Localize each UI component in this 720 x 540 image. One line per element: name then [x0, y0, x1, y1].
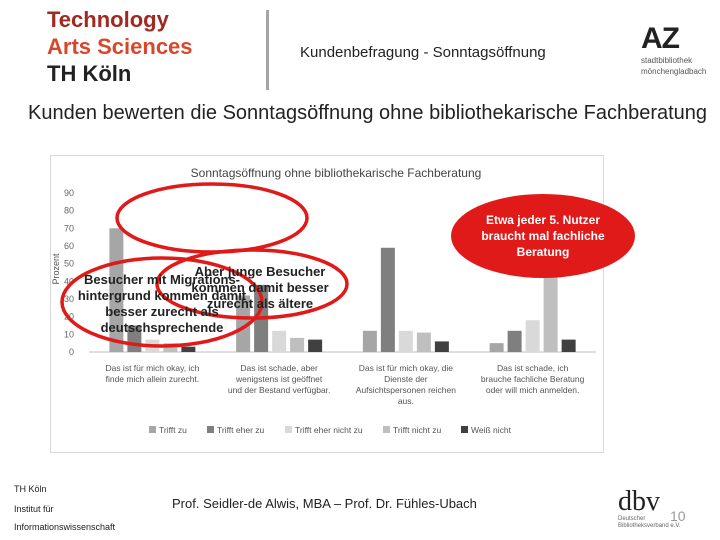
- legend-swatch: [207, 426, 214, 433]
- annotation-ellipse-2: [451, 194, 635, 278]
- bar: [561, 339, 576, 352]
- bar: [362, 330, 377, 352]
- annotation-note-3: Aber junge Besucher kommen damit besser …: [191, 264, 329, 311]
- slide-title: Kunden bewerten die Sonntagsöffnung ohne…: [28, 102, 708, 124]
- y-tick-label: 0: [69, 347, 74, 357]
- y-tick-label: 10: [64, 329, 74, 339]
- legend-label: Weiß nicht: [471, 425, 512, 435]
- bar: [416, 332, 431, 352]
- y-tick-label: 70: [64, 223, 74, 233]
- bar-chart: Sonntagsöffnung ohne bibliothekarische F…: [51, 166, 596, 435]
- page-number: 10: [670, 508, 686, 524]
- y-tick-label: 50: [64, 259, 74, 269]
- legend-label: Trifft nicht zu: [393, 425, 441, 435]
- annotation-ellipse-3: [155, 248, 349, 320]
- bar: [380, 247, 395, 352]
- legend-label: Trifft eher zu: [217, 425, 265, 435]
- legend-swatch: [383, 426, 390, 433]
- y-tick-label: 30: [64, 294, 74, 304]
- legend-swatch: [149, 426, 156, 433]
- bar: [398, 330, 413, 352]
- x-category-label: Das ist schade, ich brauche fachliche Ber…: [481, 363, 585, 395]
- annotation-note-1: 75% ➔ kein Problem ohne Fachpersonal: [137, 204, 287, 233]
- x-axis-labels: Das ist für mich okay, ich finde mich all…: [105, 363, 584, 406]
- az-logo-mark: AZ: [641, 22, 680, 55]
- y-tick-label: 80: [64, 206, 74, 216]
- th-koeln-logo: Technology Arts Sciences TH Köln: [47, 6, 193, 87]
- logo-line-technology: Technology: [47, 7, 169, 32]
- chart-title: Sonntagsöffnung ohne bibliothekarische F…: [191, 166, 482, 180]
- bar: [525, 320, 540, 352]
- footer-institute: Institut für: [14, 504, 54, 514]
- logo-line-th-koeln: TH Köln: [47, 61, 132, 86]
- logo-line-arts-sciences: Arts Sciences: [47, 34, 193, 59]
- y-axis-label: Prozent: [51, 253, 61, 285]
- y-tick-label: 90: [64, 188, 74, 198]
- bar: [272, 330, 287, 352]
- bar: [290, 337, 305, 352]
- bar: [434, 341, 449, 352]
- annotation-ellipse-4: [60, 256, 264, 348]
- bar: [236, 295, 251, 352]
- legend-label: Trifft zu: [159, 425, 187, 435]
- footer-department: Informationswissenschaft: [14, 522, 116, 532]
- bar: [109, 228, 124, 352]
- annotation-note-2: Etwa jeder 5. Nutzer braucht mal fachlic…: [481, 213, 605, 259]
- header-title: Kundenbefragung - Sonntagsöffnung: [300, 44, 546, 61]
- dbv-logo: dbv Deutscher Bibliotheksverband e.V.: [618, 488, 710, 536]
- footer-institution: TH Köln: [14, 484, 47, 494]
- bar: [181, 346, 196, 352]
- header-separator: [266, 10, 269, 90]
- dbv-logo-sub-1: Deutscher: [618, 516, 646, 522]
- bar: [507, 330, 522, 352]
- az-logo-sub-2: mönchengladbach: [641, 67, 707, 76]
- annotation-note-4: Besucher mit Migrations-hintergrund komm…: [77, 272, 247, 335]
- footer-authors: Prof. Seidler-de Alwis, MBA – Prof. Dr. …: [172, 496, 477, 511]
- dbv-logo-sub-2: Bibliotheksverband e.V.: [618, 523, 681, 529]
- y-tick-label: 40: [64, 276, 74, 286]
- legend: Trifft zu Trifft eher zu Trifft eher nicht…: [149, 425, 512, 435]
- dbv-logo-mark: dbv: [618, 486, 660, 517]
- x-category-label: Das ist für mich okay, die Dienste der Auf…: [356, 363, 456, 406]
- y-tick-label: 60: [64, 241, 74, 251]
- az-logo: AZ stadtbibliothek mönchengladbach: [641, 24, 711, 92]
- x-category-label: Das ist für mich okay, ich finde mich all…: [105, 363, 199, 384]
- legend-swatch: [285, 426, 292, 433]
- x-category-label: Das ist schade, aber wenigstens ist geöff…: [228, 363, 331, 395]
- legend-label: Trifft eher nicht zu: [295, 425, 363, 435]
- az-logo-sub-1: stadtbibliothek: [641, 56, 693, 65]
- bar: [308, 339, 323, 352]
- bar: [489, 343, 504, 352]
- legend-swatch: [461, 426, 468, 433]
